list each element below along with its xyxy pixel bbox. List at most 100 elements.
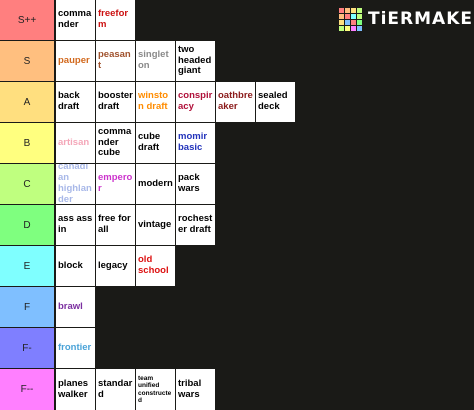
tier-item[interactable]: rochester draft bbox=[176, 205, 216, 245]
logo-square bbox=[357, 19, 362, 25]
tier-item-label: winston draft bbox=[138, 90, 169, 112]
tier-item-label: sealed deck bbox=[258, 90, 288, 112]
tier-item[interactable]: winston draft bbox=[136, 82, 176, 122]
tier-item[interactable]: freeform bbox=[96, 0, 136, 40]
logo-square bbox=[357, 25, 362, 31]
tier-item[interactable]: block bbox=[56, 246, 96, 286]
tier-item-label: rochester draft bbox=[178, 213, 213, 235]
tier-item-label: momir basic bbox=[178, 131, 208, 153]
tier-item[interactable]: frontier bbox=[56, 328, 96, 368]
logo-square bbox=[351, 19, 356, 25]
tiermaker-logo: TiERMAKER bbox=[339, 7, 474, 31]
tier-item[interactable]: tribal wars bbox=[176, 369, 216, 410]
logo-square bbox=[345, 19, 350, 25]
tier-item[interactable]: canadian highlander bbox=[56, 164, 96, 204]
tier-item-label: commander cube bbox=[98, 125, 132, 159]
tier-item-label: emperor bbox=[98, 172, 133, 194]
tier-item-label: artisan bbox=[58, 136, 90, 148]
tier-label[interactable]: S++ bbox=[0, 0, 56, 40]
tier-item[interactable]: cube draft bbox=[136, 123, 176, 163]
logo-square bbox=[357, 7, 362, 13]
logo-square bbox=[351, 7, 356, 13]
logo-square bbox=[339, 7, 344, 13]
logo-grid-icon bbox=[339, 7, 362, 31]
tier-item[interactable]: legacy bbox=[96, 246, 136, 286]
tier-item-label: commander bbox=[58, 8, 92, 30]
tier-item-label: block bbox=[58, 259, 83, 271]
tier-item[interactable]: singleton bbox=[136, 41, 176, 81]
logo-square bbox=[345, 7, 350, 13]
tier-label[interactable]: D bbox=[0, 205, 56, 245]
tier-item-label: booster draft bbox=[98, 90, 133, 112]
tier-item[interactable]: momir basic bbox=[176, 123, 216, 163]
tier-item-label: vintage bbox=[138, 218, 172, 230]
tier-item[interactable]: oathbreaker bbox=[216, 82, 256, 122]
tier-label[interactable]: S bbox=[0, 41, 56, 81]
logo-square bbox=[345, 13, 350, 19]
tier-item[interactable]: planeswalker bbox=[56, 369, 96, 410]
logo-square bbox=[339, 13, 344, 19]
tier-label[interactable]: B bbox=[0, 123, 56, 163]
tier-item[interactable]: peasant bbox=[96, 41, 136, 81]
tier-item[interactable]: vintage bbox=[136, 205, 176, 245]
tier-item-label: pauper bbox=[58, 54, 90, 66]
logo-square bbox=[339, 25, 344, 31]
tier-row: F-frontier bbox=[0, 328, 474, 368]
tier-item[interactable]: brawl bbox=[56, 287, 96, 327]
tier-item[interactable]: pauper bbox=[56, 41, 96, 81]
tier-item-label: conspiracy bbox=[178, 90, 213, 112]
tier-item[interactable]: team unified constructed bbox=[136, 369, 176, 410]
tier-item[interactable]: free for all bbox=[96, 205, 136, 245]
tier-item[interactable]: ass ass in bbox=[56, 205, 96, 245]
tier-row: S++ commander freeform bbox=[0, 0, 474, 40]
logo-square bbox=[339, 19, 344, 25]
tier-label[interactable]: A bbox=[0, 82, 56, 122]
tier-item-label: old school bbox=[138, 254, 169, 276]
tier-item-label: peasant bbox=[98, 49, 131, 71]
tier-label[interactable]: C bbox=[0, 164, 56, 204]
tier-item[interactable]: sealed deck bbox=[256, 82, 296, 122]
tier-item-label: legacy bbox=[98, 259, 128, 271]
logo-text: TiERMAKER bbox=[368, 9, 474, 29]
tier-item[interactable]: commander cube bbox=[96, 123, 136, 163]
tier-item-label: back draft bbox=[58, 90, 80, 112]
tier-item[interactable]: conspiracy bbox=[176, 82, 216, 122]
tier-item[interactable]: emperor bbox=[96, 164, 136, 204]
tier-item-label: freeform bbox=[98, 8, 129, 30]
tier-item[interactable]: commander bbox=[56, 0, 96, 40]
tier-item[interactable]: standard bbox=[96, 369, 136, 410]
tier-item-label: tribal wars bbox=[178, 377, 202, 400]
tier-label[interactable]: F- bbox=[0, 328, 56, 368]
tier-item-label: team unified constructed bbox=[138, 375, 172, 404]
tier-item[interactable]: old school bbox=[136, 246, 176, 286]
tier-item[interactable]: pack wars bbox=[176, 164, 216, 204]
tier-item-label: free for all bbox=[98, 213, 131, 235]
tier-item-label: standard bbox=[98, 377, 133, 400]
tier-label[interactable]: F-- bbox=[0, 369, 56, 410]
tier-item[interactable]: two headed giant bbox=[176, 41, 216, 81]
tier-item-label: pack wars bbox=[178, 172, 200, 194]
tier-item[interactable]: artisan bbox=[56, 123, 96, 163]
tier-item[interactable]: booster draft bbox=[96, 82, 136, 122]
logo-square bbox=[351, 25, 356, 31]
tier-item[interactable]: modern bbox=[136, 164, 176, 204]
logo-square bbox=[345, 25, 350, 31]
tier-item[interactable]: back draft bbox=[56, 82, 96, 122]
logo-square bbox=[357, 13, 362, 19]
tier-label[interactable]: E bbox=[0, 246, 56, 286]
tier-label[interactable]: F bbox=[0, 287, 56, 327]
tier-item-label: canadian highlander bbox=[58, 164, 92, 204]
tier-row: F-- planeswalker standard team unified cons… bbox=[0, 369, 474, 410]
tier-item-label: frontier bbox=[58, 341, 92, 353]
logo-square bbox=[351, 13, 356, 19]
tier-item-label: planeswalker bbox=[58, 377, 89, 400]
tier-item-label: oathbreaker bbox=[218, 90, 253, 112]
